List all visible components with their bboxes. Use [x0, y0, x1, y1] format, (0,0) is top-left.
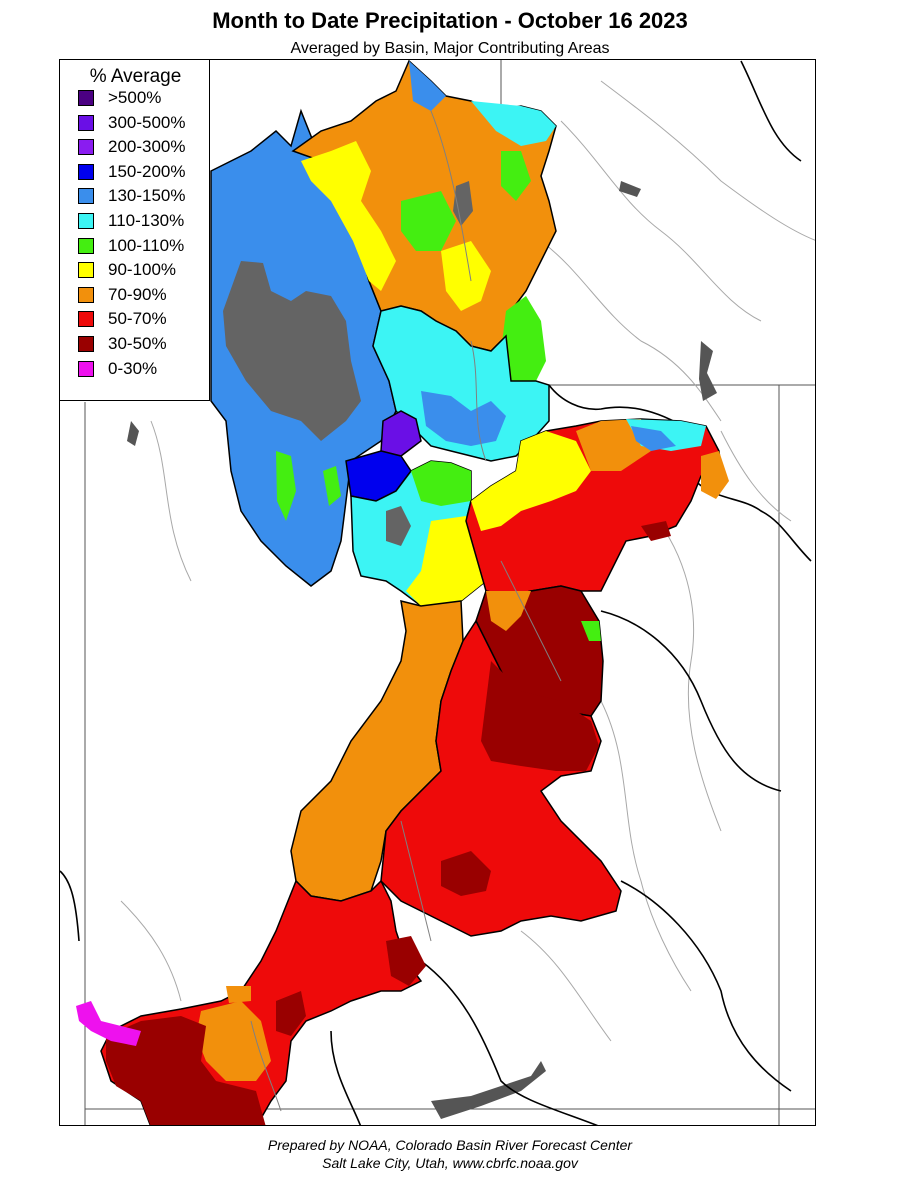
legend-label: 0-30%	[108, 358, 158, 378]
bear-river-green-east	[501, 296, 546, 381]
map-area[interactable]	[59, 59, 816, 1126]
legend-swatch	[78, 163, 94, 180]
legend: % Average >500% 300-500% 200-300% 150-200% 1…	[59, 59, 210, 401]
dirty-devil-darkred-2	[441, 851, 491, 896]
legend-item: 300-500%	[78, 112, 186, 134]
duchesne-orange	[576, 419, 651, 471]
legend-label: 70-90%	[108, 284, 167, 304]
basin-map	[60, 60, 815, 1125]
utah-lake-nodata	[386, 506, 411, 546]
legend-item: 70-90%	[78, 284, 167, 306]
legend-label: 110-130%	[108, 211, 185, 230]
bear-river-blue-top	[409, 61, 446, 111]
legend-item: 200-300%	[78, 136, 186, 158]
legend-swatch	[78, 188, 94, 205]
legend-item: >500%	[78, 87, 161, 109]
jordan-yellow	[406, 516, 486, 606]
legend-item: 150-200%	[78, 161, 186, 183]
virgin-orange	[196, 1001, 271, 1081]
legend-swatch	[78, 286, 94, 303]
price-orange	[486, 591, 531, 631]
legend-swatch	[78, 90, 94, 106]
legend-item: 90-100%	[78, 259, 176, 281]
legend-item: 50-70%	[78, 308, 167, 330]
bear-river-nodata	[453, 181, 473, 226]
jordan-green	[411, 461, 471, 506]
legend-item: 130-150%	[78, 185, 186, 207]
legend-swatch	[78, 360, 94, 377]
legend-item: 30-50%	[78, 333, 167, 355]
legend-label: 100-110%	[108, 235, 185, 255]
footer-credit: Prepared by NOAA, Colorado Basin River F…	[267, 1137, 633, 1153]
duchesne-yellow	[471, 431, 591, 531]
legend-swatch	[78, 213, 94, 229]
legend-label: 30-50%	[108, 334, 167, 353]
legend-title: % Average	[89, 66, 182, 87]
legend-item: 110-130%	[78, 210, 184, 232]
duchesne-blue	[631, 426, 676, 451]
bear-river-green	[401, 191, 456, 251]
virgin-magenta	[76, 1001, 141, 1046]
map-title: Month to Date Precipitation - October 16…	[212, 8, 688, 33]
river-lines	[120, 80, 815, 1042]
footer-location: Salt Lake City, Utah, www.cbrfc.noaa.gov	[322, 1155, 578, 1171]
legend-label: 90-100%	[108, 260, 177, 280]
bear-river-yellow	[301, 141, 396, 291]
legend-item: 0-30%	[78, 358, 157, 380]
legend-swatch	[78, 139, 94, 156]
legend-swatch	[78, 336, 94, 352]
west-basin-green-2	[323, 466, 341, 506]
map-subtitle: Averaged by Basin, Major Contributing Ar…	[290, 40, 610, 57]
bear-river-green-2	[501, 151, 531, 201]
virgin-darkred	[106, 1016, 266, 1125]
dirty-devil-darkred	[481, 661, 599, 771]
legend-label: 130-150%	[108, 186, 186, 206]
legend-swatch	[78, 237, 94, 254]
legend-swatch	[78, 262, 94, 279]
bear-river-yellow-2	[441, 241, 491, 311]
weber-blue	[421, 391, 506, 446]
legend-label: 300-500%	[108, 112, 186, 132]
legend-swatch	[78, 311, 94, 328]
legend-label: 200-300%	[108, 137, 186, 157]
virgin-orange-2	[226, 986, 251, 1003]
legend-item: 100-110%	[78, 235, 184, 257]
bear-river-cyan	[471, 101, 556, 146]
virgin-darkred-3	[386, 936, 426, 986]
virgin-darkred-2	[276, 991, 306, 1036]
legend-label: 50-70%	[108, 309, 167, 329]
great-salt-lake-nodata	[223, 261, 361, 441]
legend-label: >500%	[108, 88, 162, 107]
legend-label: 150-200%	[108, 161, 186, 181]
duchesne-darkred	[641, 521, 671, 541]
river-channels	[250, 110, 562, 1112]
price-green	[581, 621, 601, 641]
west-basin-green	[276, 451, 296, 521]
reservoirs	[127, 181, 717, 1119]
legend-swatch	[78, 114, 94, 131]
duchesne-orange-east	[701, 451, 729, 499]
